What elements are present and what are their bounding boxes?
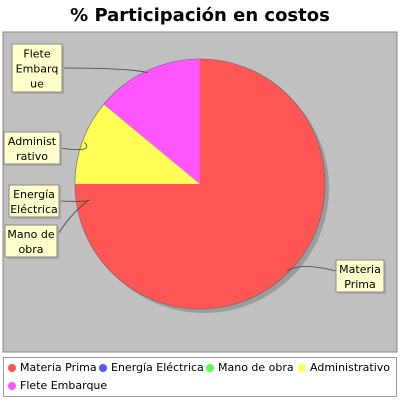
- pie-slice-administrativo: [75, 104, 200, 184]
- slice-label-text: Mano de: [7, 228, 54, 241]
- legend-item-materia-prima: Materia Prima: [8, 361, 97, 374]
- slice-label-text: Flete: [23, 48, 50, 61]
- label-connector-mano-de-obra: [56, 199, 90, 237]
- legend-swatch: [8, 381, 16, 390]
- chart-legend: Materia Prima Energía Eléctrica Mano de …: [3, 357, 397, 397]
- label-box-administrativo: [3, 131, 61, 165]
- legend-swatch: [298, 363, 306, 372]
- slice-label-text: Prima: [344, 278, 375, 291]
- slice-label-text: Eléctrica: [10, 203, 58, 216]
- legend-label: Materia Prima: [20, 361, 97, 374]
- label-box-energia-electrica: [8, 184, 60, 218]
- legend-item-administrativo: Administrativo: [298, 361, 390, 374]
- legend-row-1: Materia Prima Energía Eléctrica Mano de …: [4, 361, 396, 377]
- slice-label-text: Embarq: [16, 63, 59, 76]
- slice-label-text: Administ: [8, 135, 57, 148]
- label-box-materia-prima: [335, 259, 385, 293]
- legend-swatch: [206, 363, 214, 372]
- pie-outline: [74, 58, 326, 310]
- legend-label: Flete Embarque: [20, 379, 108, 392]
- slice-label-text: rativo: [16, 150, 48, 163]
- label-box-flete-embarque: [11, 43, 63, 93]
- legend-item-energia-electrica: Energía Eléctrica: [99, 361, 204, 374]
- pie-slice-flete-embarque: [103, 59, 200, 184]
- legend-swatch: [99, 363, 107, 372]
- legend-label: Energía Eléctrica: [111, 361, 204, 374]
- slice-label-layer: Materia Prima Energía Eléctrica Mano de obra A…: [3, 43, 386, 294]
- legend-label: Administrativo: [310, 361, 391, 374]
- label-connector-materia-prima: [286, 266, 337, 272]
- pie-layer: [74, 58, 329, 313]
- legend-label: Mano de obra: [218, 361, 294, 374]
- slice-label-text: ue: [30, 78, 44, 91]
- slice-label-text: Materia: [339, 263, 381, 276]
- label-connector-flete-embarque: [61, 67, 148, 74]
- legend-row-2: Flete Embarque: [4, 379, 396, 395]
- legend-item-mano-de-obra: Mano de obra: [206, 361, 294, 374]
- legend-item-flete-embarque: Flete Embarque: [8, 379, 107, 392]
- chart-title: % Participación en costos: [70, 5, 330, 26]
- legend-swatch: [8, 363, 16, 372]
- slice-label-text: Energía: [13, 188, 55, 201]
- slice-label-text: obra: [19, 243, 44, 256]
- label-box-mano-de-obra: [4, 224, 58, 258]
- label-connector-administrativo: [59, 142, 88, 150]
